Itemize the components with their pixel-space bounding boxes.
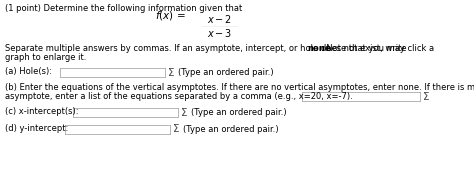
- Text: (d) y-intercept:: (d) y-intercept:: [5, 124, 68, 133]
- Text: . Note that you may click a: . Note that you may click a: [321, 44, 434, 53]
- Text: (b) Enter the equations of the vertical asymptotes. If there are no vertical asy: (b) Enter the equations of the vertical …: [5, 83, 474, 92]
- Text: (a) Hole(s):: (a) Hole(s):: [5, 67, 52, 76]
- Text: (Type an ordered pair.): (Type an ordered pair.): [191, 108, 287, 117]
- Text: $x-2$: $x-2$: [208, 13, 233, 25]
- Text: Σ: Σ: [181, 108, 188, 117]
- Text: (Type an ordered pair.): (Type an ordered pair.): [183, 125, 279, 134]
- Text: Σ: Σ: [173, 125, 180, 134]
- Text: graph to enlarge it.: graph to enlarge it.: [5, 53, 86, 62]
- Text: none: none: [307, 44, 330, 53]
- Text: (c) x-intercept(s):: (c) x-intercept(s):: [5, 107, 79, 116]
- Text: (Type an ordered pair.): (Type an ordered pair.): [178, 68, 273, 77]
- Text: asymptote, enter a list of the equations separated by a comma (e.g., x=20, x=-7): asymptote, enter a list of the equations…: [5, 92, 353, 101]
- Text: Σ: Σ: [168, 67, 174, 78]
- Text: $f(x)\,=$: $f(x)\,=$: [155, 8, 186, 21]
- Text: Separate multiple answers by commas. If an asymptote, intercept, or hole does no: Separate multiple answers by commas. If …: [5, 44, 409, 53]
- Text: (1 point) Determine the following information given that: (1 point) Determine the following inform…: [5, 4, 242, 13]
- Text: $x-3$: $x-3$: [207, 27, 233, 39]
- Text: Σ: Σ: [423, 91, 429, 101]
